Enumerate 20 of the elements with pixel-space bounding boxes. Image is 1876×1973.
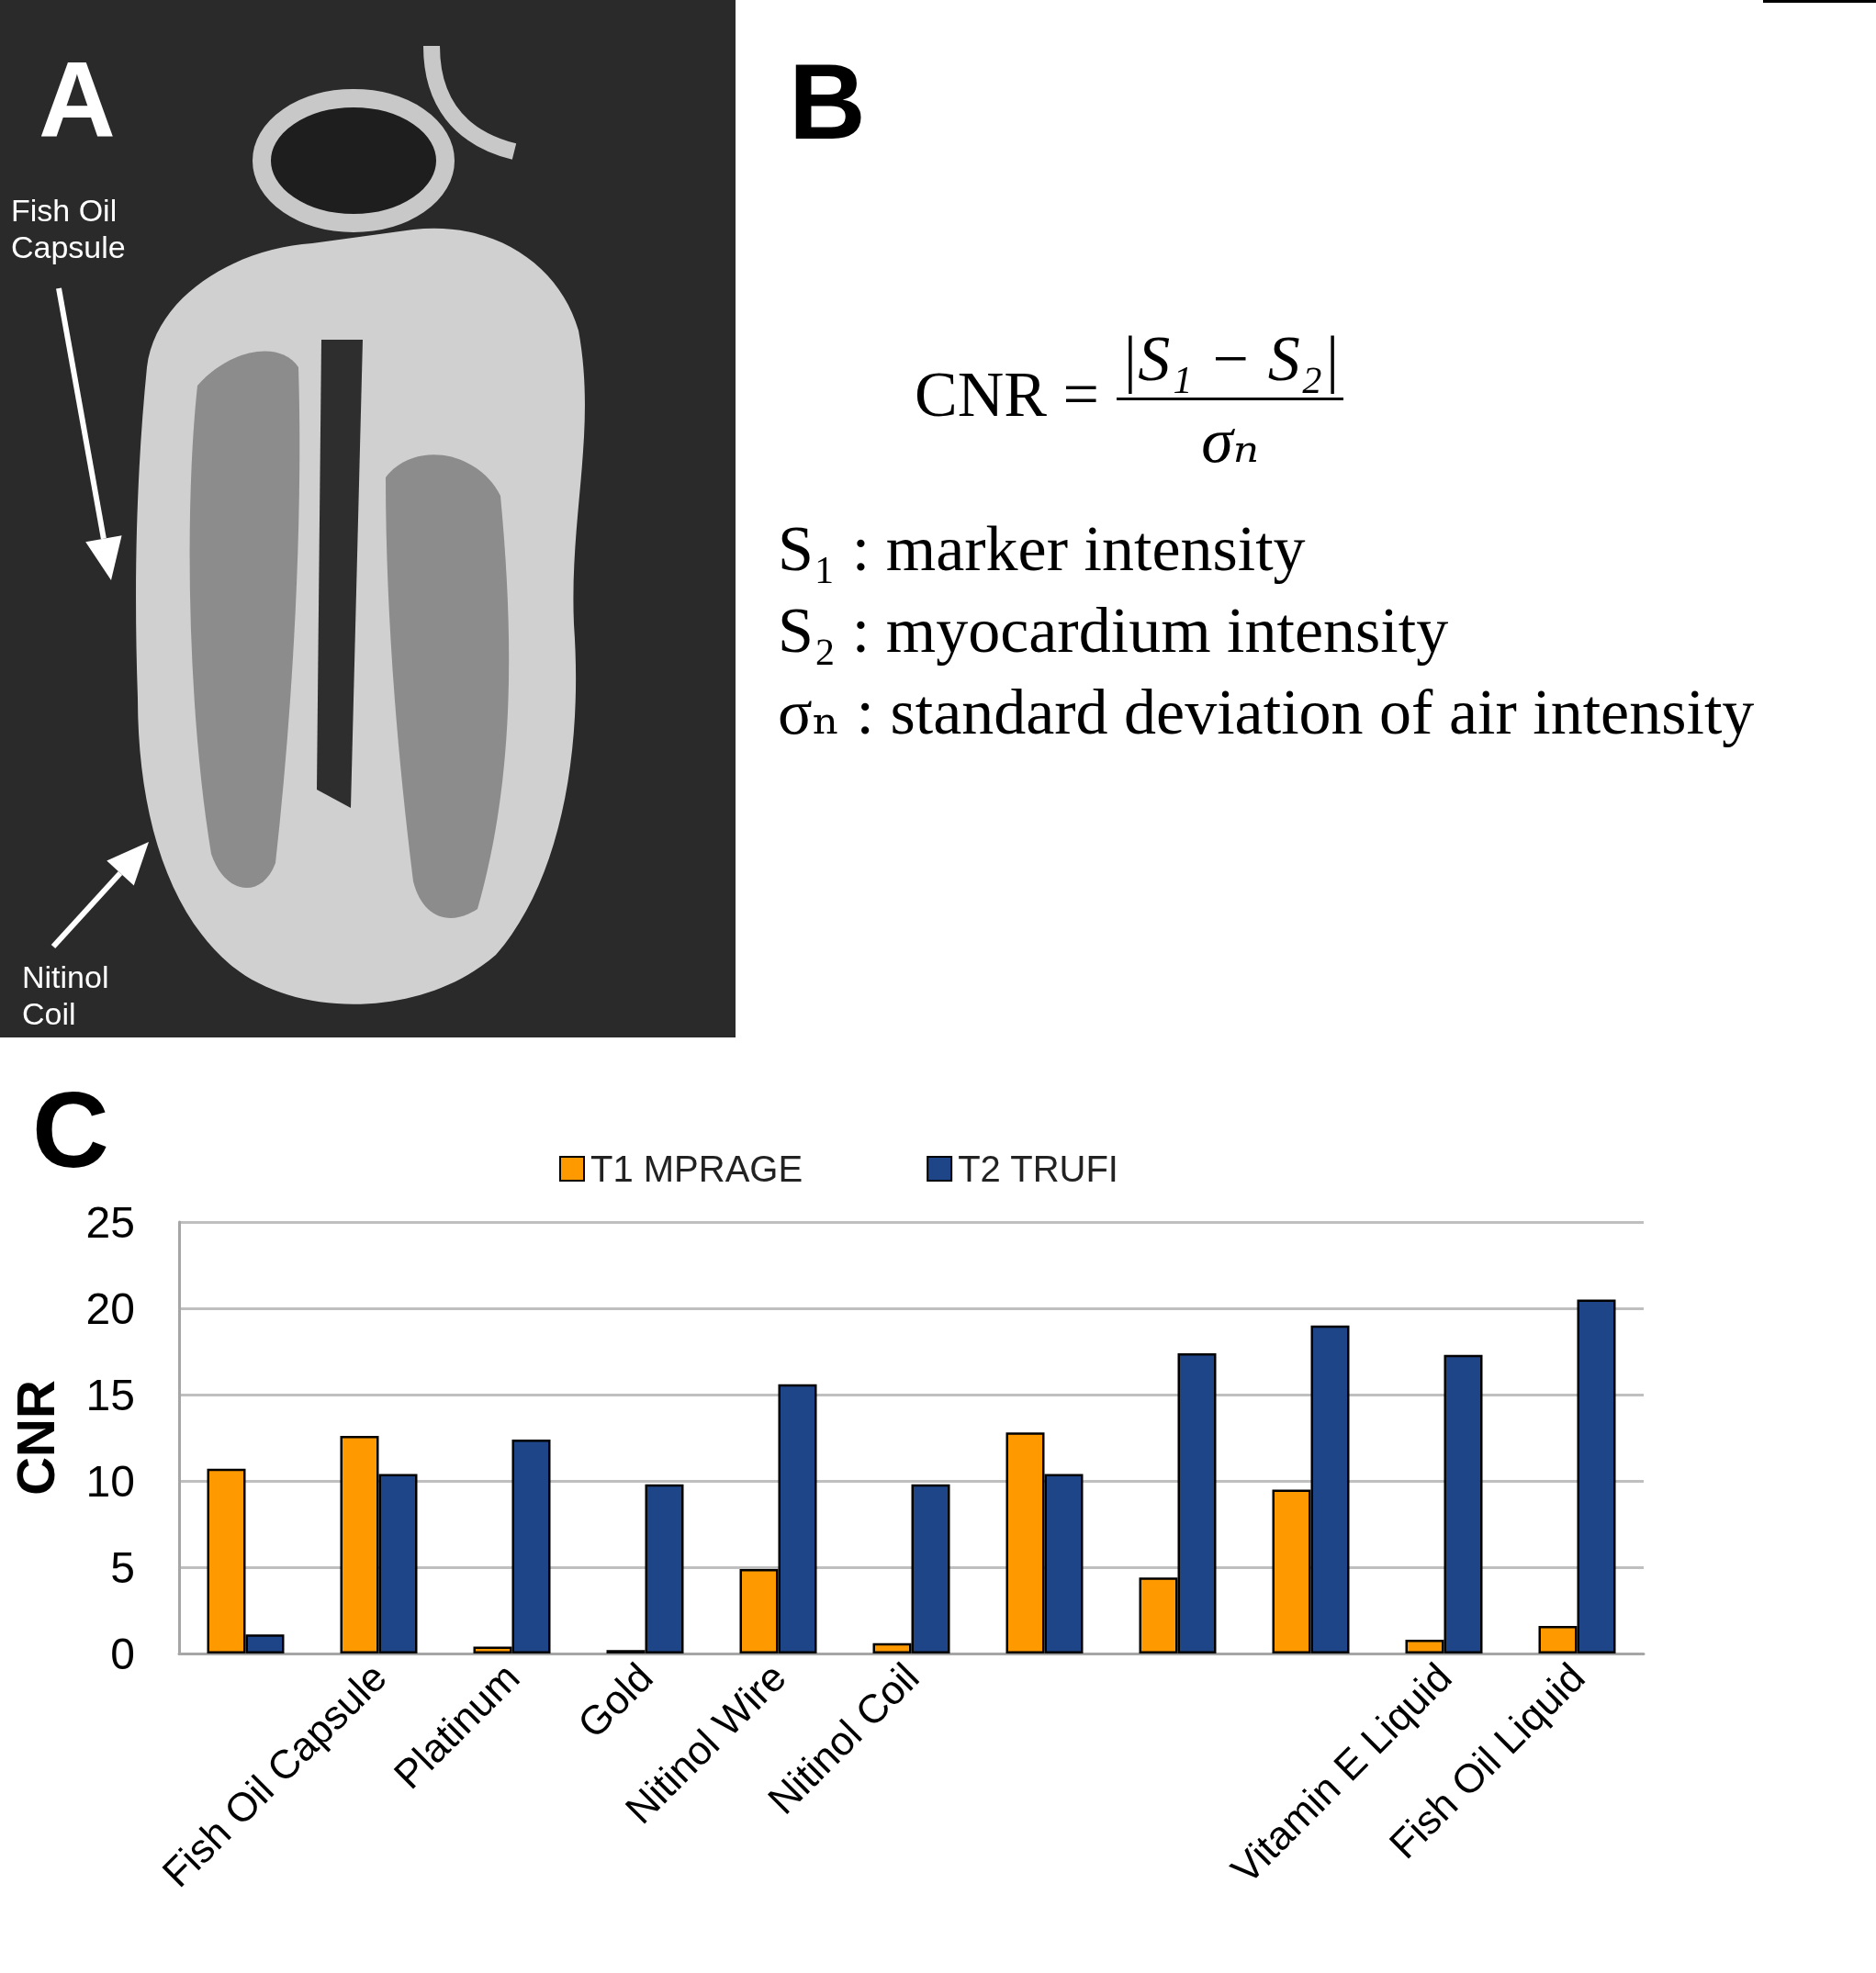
text: σₙ : standard deviation of air intensity [778, 676, 1755, 749]
y-tick-label: 25 [85, 1197, 135, 1247]
text: |S₁ − S₂| [1119, 322, 1342, 396]
text: Fish Oil Capsule [11, 192, 127, 265]
text: σₙ [1117, 398, 1344, 479]
text: S₂ : myocardium intensity [778, 594, 1449, 667]
text: S₁ : marker intensity [778, 512, 1306, 586]
y-tick-label: 0 [110, 1629, 135, 1678]
text: CNR = [915, 358, 1099, 432]
y-axis-title: CNR [5, 1380, 65, 1496]
legend-label: T1 MPRAGE [590, 1149, 803, 1189]
y-tick-label: 5 [110, 1542, 135, 1592]
y-tick-label: 15 [85, 1370, 135, 1419]
text: A [39, 40, 116, 160]
text: Nitinol Coil [22, 958, 110, 1032]
text: B [789, 42, 866, 162]
y-tick-label: 10 [85, 1456, 135, 1506]
chart-title: C [32, 1071, 109, 1190]
y-tick-label: 20 [85, 1284, 135, 1333]
legend-label: T2 TRUFI [958, 1149, 1118, 1189]
